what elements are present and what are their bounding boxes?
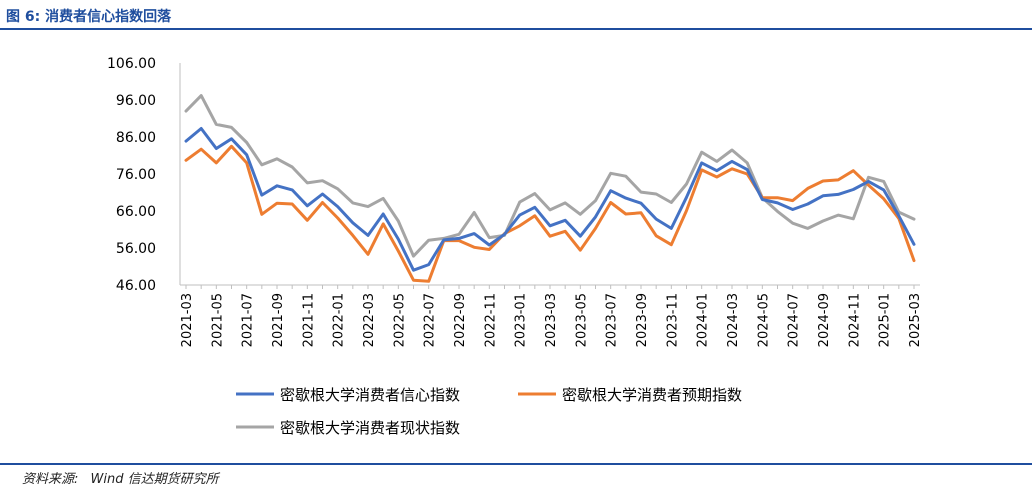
x-tick-label: 2021-07 [241, 293, 256, 347]
x-tick-label: 2025-03 [908, 293, 923, 347]
x-tick-label: 2022-03 [362, 293, 377, 347]
header-rule [0, 28, 1032, 30]
y-tick-label: 106.00 [107, 56, 156, 72]
x-tick-label: 2023-09 [635, 293, 650, 347]
x-tick-label: 2024-03 [726, 293, 741, 347]
legend-label-1: 密歇根大学消费者信心指数 [280, 386, 460, 404]
x-tick-label: 2022-09 [453, 293, 468, 347]
source-label: 资料来源: [22, 472, 79, 487]
y-tick-label: 56.00 [116, 241, 156, 257]
x-tick-label: 2024-01 [696, 293, 711, 347]
x-tick-label: 2022-01 [332, 293, 347, 347]
x-tick-label: 2024-05 [756, 293, 771, 347]
x-tick-label: 2021-11 [301, 293, 316, 347]
source-note: 资料来源: Wind 信达期货研究所 [22, 468, 227, 487]
x-tick-label: 2024-11 [847, 293, 862, 347]
y-tick-label: 46.00 [116, 278, 156, 294]
x-tick-label: 2023-03 [544, 293, 559, 347]
series-line-3 [184, 94, 916, 258]
y-tick-label: 66.00 [116, 204, 156, 220]
footer-rule [0, 463, 1032, 465]
report-header: 图 6: 消费者信心指数回落 [0, 0, 1032, 30]
y-tick-label: 96.00 [116, 93, 156, 109]
x-tick-label: 2023-05 [574, 293, 589, 347]
legend-label-3: 密歇根大学消费者现状指数 [280, 419, 460, 437]
legend-label-2: 密歇根大学消费者预期指数 [562, 386, 742, 404]
series-line-2 [184, 144, 916, 283]
x-tick-label: 2024-07 [787, 293, 802, 347]
x-tick-label: 2022-11 [483, 293, 498, 347]
x-tick-label: 2022-07 [423, 293, 438, 347]
x-tick-label: 2023-07 [605, 293, 620, 347]
x-tick-label: 2022-05 [392, 293, 407, 347]
x-tick-label: 2021-09 [271, 293, 286, 347]
source-value: Wind 信达期货研究所 [90, 472, 219, 487]
series-line-1 [184, 127, 916, 272]
figure-title: 图 6: 消费者信心指数回落 [6, 9, 172, 25]
x-tick-label: 2021-03 [180, 293, 195, 347]
y-tick-label: 76.00 [116, 167, 156, 183]
x-tick-label: 2023-01 [514, 293, 529, 347]
y-tick-label: 86.00 [116, 130, 156, 146]
x-tick-label: 2025-01 [878, 293, 893, 347]
x-tick-label: 2021-05 [210, 293, 225, 347]
x-tick-label: 2023-11 [665, 293, 680, 347]
x-tick-label: 2024-09 [817, 293, 832, 347]
line-chart: 106.00 96.00 86.00 76.00 66.00 56.00 46.00 2021… [107, 56, 923, 437]
